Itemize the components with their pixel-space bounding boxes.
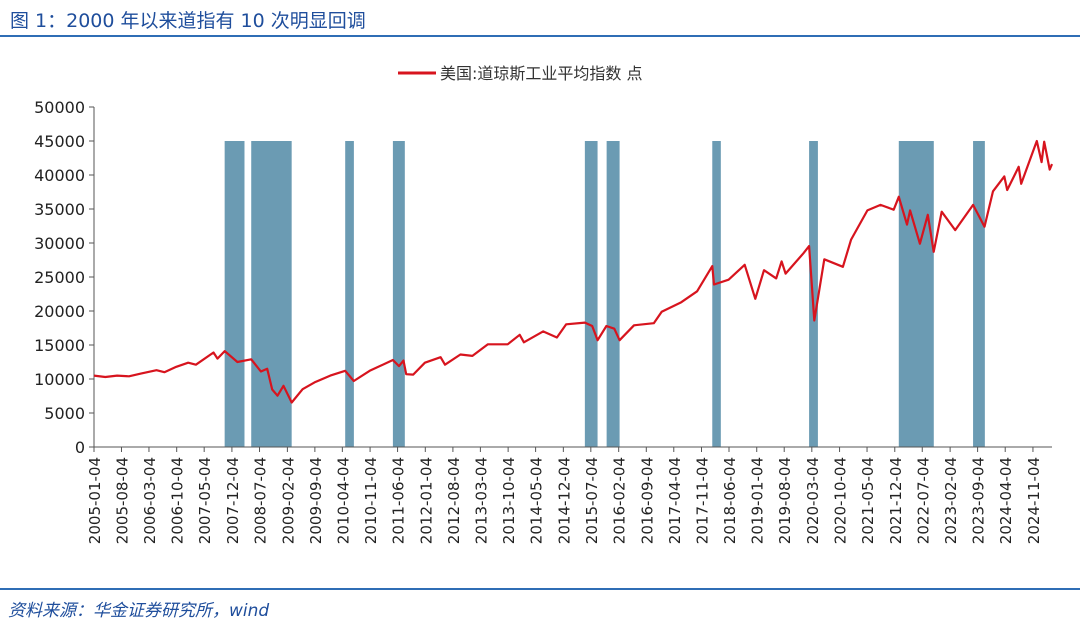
x-tick-label: 2021-05-04 (859, 457, 877, 544)
bottom-divider (0, 588, 1080, 590)
line-chart: 0 5000 10000 15000 20000 25000 30000 35000 40000… (34, 64, 1054, 544)
x-tick-label: 2020-10-04 (832, 457, 850, 544)
shaded-period-9 (898, 141, 934, 447)
x-tick-label: 2019-08-04 (776, 457, 794, 544)
x-tick-label: 2010-04-04 (334, 457, 352, 544)
x-tick-label: 2006-03-04 (141, 457, 159, 544)
x-tick-label: 2011-06-04 (390, 457, 408, 544)
x-tick-label: 2023-02-04 (942, 457, 960, 544)
y-tick-label: 15000 (34, 336, 85, 355)
x-tick-label: 2013-03-04 (472, 457, 490, 544)
shaded-period-7 (712, 141, 721, 447)
y-tick-label: 0 (75, 438, 85, 457)
x-tick-label: 2007-12-04 (224, 457, 242, 544)
figure-title: 图 1：2000 年以来道指有 10 次明显回调 (10, 10, 366, 32)
y-tick-label: 25000 (34, 268, 85, 287)
x-tick-label: 2019-01-04 (749, 457, 767, 544)
series-line (93, 139, 1054, 404)
x-tick-label: 2015-07-04 (583, 457, 601, 544)
shaded-period-5 (584, 141, 598, 447)
x-axis-ticks: 2005-01-04 2005-08-04 2006-03-04 2006-10-04… (86, 447, 1043, 544)
x-tick-label: 2018-06-04 (721, 457, 739, 544)
x-tick-label: 2010-11-04 (362, 457, 380, 544)
shaded-periods (224, 141, 985, 447)
x-tick-label: 2009-09-04 (307, 457, 325, 544)
x-tick-label: 2009-02-04 (279, 457, 297, 544)
x-tick-label: 2016-09-04 (638, 457, 656, 544)
x-tick-label: 2008-07-04 (252, 457, 270, 544)
legend-label: 美国:道琼斯工业平均指数 点 (440, 64, 642, 83)
y-tick-label: 50000 (34, 98, 85, 117)
x-tick-label: 2024-04-04 (997, 457, 1015, 544)
source-note: 资料来源：华金证券研究所，wind (8, 601, 270, 621)
y-tick-label: 5000 (44, 404, 85, 423)
top-divider (0, 35, 1080, 37)
x-tick-label: 2022-07-04 (914, 457, 932, 544)
y-tick-label: 30000 (34, 234, 85, 253)
legend: 美国:道琼斯工业平均指数 点 (398, 64, 642, 83)
y-tick-label: 35000 (34, 200, 85, 219)
y-tick-label: 20000 (34, 302, 85, 321)
y-tick-label: 40000 (34, 166, 85, 185)
x-tick-label: 2007-05-04 (196, 457, 214, 544)
y-tick-label: 45000 (34, 132, 85, 151)
x-tick-label: 2016-02-04 (611, 457, 629, 544)
x-tick-label: 2005-08-04 (113, 457, 131, 544)
x-tick-label: 2013-10-04 (500, 457, 518, 544)
x-tick-label: 2021-12-04 (887, 457, 905, 544)
y-tick-label: 10000 (34, 370, 85, 389)
shaded-period-6 (606, 141, 620, 447)
x-tick-label: 2020-03-04 (804, 457, 822, 544)
shaded-period-10 (973, 141, 985, 447)
x-tick-label: 2012-08-04 (445, 457, 463, 544)
shaded-period-2 (251, 141, 292, 447)
y-axis-ticks: 0 5000 10000 15000 20000 25000 30000 35000 40000… (34, 98, 94, 457)
x-tick-label: 2017-04-04 (666, 457, 684, 544)
x-tick-label: 2014-05-04 (528, 457, 546, 544)
x-tick-label: 2023-09-04 (970, 457, 988, 544)
x-tick-label: 2024-11-04 (1025, 457, 1043, 544)
shaded-period-1 (224, 141, 245, 447)
x-tick-label: 2012-01-04 (417, 457, 435, 544)
shaded-period-4 (392, 141, 405, 447)
x-tick-label: 2005-01-04 (86, 457, 104, 544)
x-tick-label: 2006-10-04 (169, 457, 187, 544)
x-tick-label: 2014-12-04 (555, 457, 573, 544)
x-tick-label: 2017-11-04 (694, 457, 712, 544)
shaded-period-3 (345, 141, 354, 447)
